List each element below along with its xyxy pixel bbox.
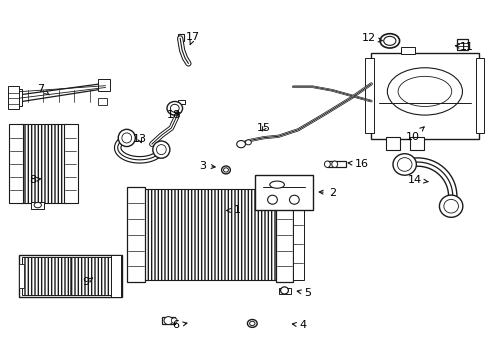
Ellipse shape — [247, 319, 257, 327]
Ellipse shape — [443, 199, 458, 213]
Ellipse shape — [269, 181, 284, 188]
Bar — [161, 317, 175, 324]
Ellipse shape — [166, 102, 182, 115]
Ellipse shape — [379, 34, 399, 48]
Bar — [365, 58, 373, 134]
Text: 7: 7 — [37, 84, 49, 95]
Ellipse shape — [163, 317, 172, 324]
Text: 10: 10 — [405, 127, 423, 142]
Text: 1: 1 — [226, 206, 240, 216]
Bar — [456, 40, 467, 50]
Bar — [64, 125, 78, 203]
Text: 8: 8 — [29, 175, 41, 185]
Bar — [142, 189, 277, 280]
Ellipse shape — [249, 321, 254, 325]
Text: 16: 16 — [347, 159, 368, 169]
Bar — [8, 86, 19, 109]
Bar — [142, 189, 277, 280]
Ellipse shape — [392, 154, 415, 175]
Ellipse shape — [122, 133, 131, 143]
Ellipse shape — [397, 158, 411, 171]
Ellipse shape — [156, 145, 166, 155]
Text: 9: 9 — [82, 277, 92, 287]
Ellipse shape — [397, 76, 451, 107]
Ellipse shape — [324, 161, 330, 167]
Ellipse shape — [171, 318, 177, 323]
Bar — [111, 255, 121, 297]
Bar — [370, 53, 478, 139]
Ellipse shape — [289, 195, 299, 204]
Bar — [98, 98, 107, 105]
Bar — [9, 125, 23, 203]
Bar — [9, 89, 21, 107]
Bar — [276, 187, 293, 282]
Text: 11: 11 — [454, 42, 472, 52]
Text: 2: 2 — [319, 188, 335, 198]
Bar — [278, 288, 290, 294]
Bar — [385, 137, 399, 149]
Text: 13: 13 — [132, 134, 146, 144]
Ellipse shape — [331, 161, 337, 167]
Text: 14: 14 — [407, 175, 427, 185]
Bar — [475, 58, 484, 134]
Bar — [20, 125, 67, 203]
Bar — [327, 161, 345, 167]
Text: 5: 5 — [297, 288, 311, 298]
Bar — [293, 189, 304, 280]
Bar — [20, 125, 67, 203]
Bar — [177, 100, 185, 104]
Text: 3: 3 — [199, 161, 215, 171]
Text: 4: 4 — [292, 320, 306, 330]
Bar — [409, 137, 423, 149]
Ellipse shape — [170, 104, 179, 112]
Ellipse shape — [245, 140, 251, 145]
Ellipse shape — [34, 202, 41, 208]
Ellipse shape — [118, 129, 135, 147]
Bar — [19, 264, 24, 288]
Bar — [19, 255, 122, 297]
Bar — [127, 187, 144, 282]
Polygon shape — [13, 83, 105, 103]
Ellipse shape — [267, 195, 277, 204]
Text: 15: 15 — [257, 123, 270, 133]
Bar — [98, 78, 110, 91]
Ellipse shape — [386, 68, 462, 115]
Bar — [400, 46, 414, 54]
Text: 6: 6 — [172, 320, 186, 330]
Ellipse shape — [223, 168, 228, 172]
Bar — [21, 257, 112, 295]
Text: 18: 18 — [166, 111, 181, 121]
Bar — [31, 202, 43, 209]
Ellipse shape — [383, 36, 395, 45]
Ellipse shape — [221, 166, 230, 174]
Ellipse shape — [236, 140, 245, 148]
Text: 12: 12 — [361, 33, 382, 43]
Ellipse shape — [280, 287, 288, 294]
Ellipse shape — [152, 141, 169, 158]
Bar — [255, 175, 312, 211]
Text: 17: 17 — [186, 32, 200, 45]
Bar — [177, 35, 183, 41]
Ellipse shape — [439, 195, 462, 217]
